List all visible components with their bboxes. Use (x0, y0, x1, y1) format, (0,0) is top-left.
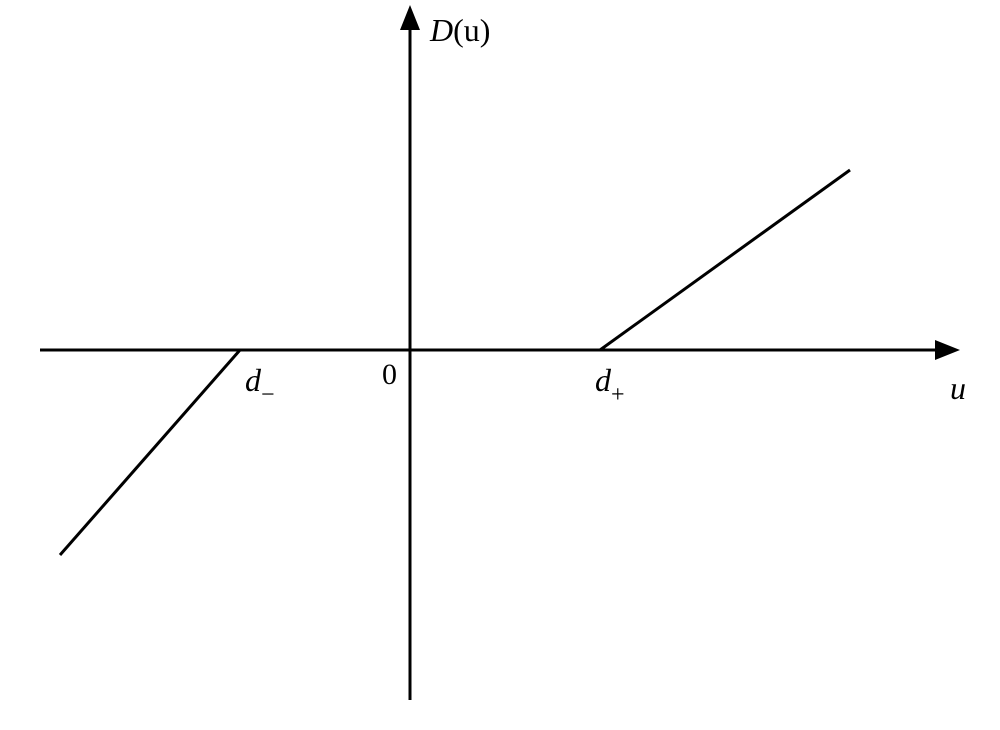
d-plus-label: d+ (595, 362, 625, 405)
d-minus-main: d (245, 362, 261, 398)
d-plus-sub: + (611, 382, 625, 408)
y-axis-label: D(u) (430, 12, 490, 49)
deadzone-right-segment (600, 170, 850, 350)
y-axis-label-arg: (u) (453, 12, 490, 48)
x-axis-arrowhead (935, 340, 960, 360)
y-axis-label-main: D (430, 12, 453, 48)
y-axis-arrowhead (400, 5, 420, 30)
d-minus-sub: − (261, 382, 275, 408)
deadzone-diagram: D(u) u 0 d− d+ (0, 0, 1000, 725)
x-axis-label: u (950, 370, 966, 407)
d-minus-label: d− (245, 362, 275, 405)
origin-label: 0 (382, 358, 397, 392)
deadzone-left-segment (60, 350, 240, 555)
diagram-svg (0, 0, 1000, 725)
d-plus-main: d (595, 362, 611, 398)
